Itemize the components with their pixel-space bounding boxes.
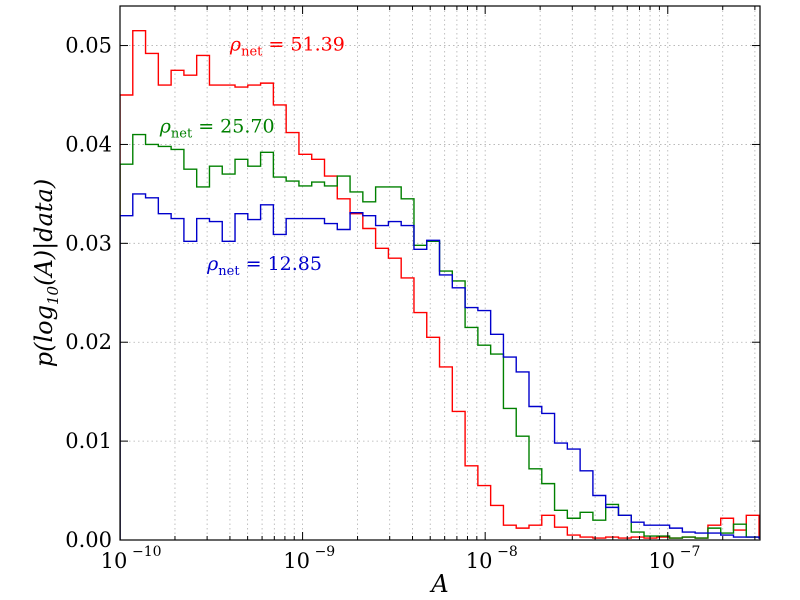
x-tick-label: 10 bbox=[648, 549, 675, 573]
x-tick-exponent: −10 bbox=[132, 544, 162, 560]
y-axis-label: p(log10(A)|data) bbox=[30, 179, 62, 367]
series-line-2 bbox=[120, 133, 760, 540]
series-annotation-2: ρnet = 25.70 bbox=[159, 116, 275, 142]
y-tick-label: 0.01 bbox=[65, 429, 112, 453]
y-tick-label: 0.05 bbox=[65, 34, 112, 58]
y-tick-label: 0.00 bbox=[65, 528, 112, 552]
x-tick-label: 10 bbox=[466, 549, 493, 573]
x-tick-label: 10 bbox=[101, 549, 128, 573]
series-annotation-1: ρnet = 51.39 bbox=[229, 34, 345, 60]
x-tick-label: 10 bbox=[283, 549, 310, 573]
x-axis-label: A bbox=[429, 570, 448, 598]
y-tick-label: 0.02 bbox=[65, 330, 112, 354]
series-group bbox=[120, 30, 760, 540]
x-tick-exponent: −8 bbox=[497, 544, 518, 560]
y-tick-label: 0.04 bbox=[65, 132, 112, 156]
series-line-1 bbox=[120, 30, 760, 540]
series-line-3 bbox=[120, 193, 760, 540]
plot-frame bbox=[119, 5, 761, 541]
annotations: ρnet = 51.39 ρnet = 25.70 ρnet = 12.85 bbox=[159, 34, 345, 280]
grid bbox=[119, 6, 760, 540]
y-tick-label: 0.03 bbox=[65, 231, 112, 255]
x-tick-exponent: −9 bbox=[315, 544, 336, 560]
series-annotation-3: ρnet = 12.85 bbox=[206, 253, 322, 279]
x-tick-exponent: −7 bbox=[680, 544, 701, 560]
